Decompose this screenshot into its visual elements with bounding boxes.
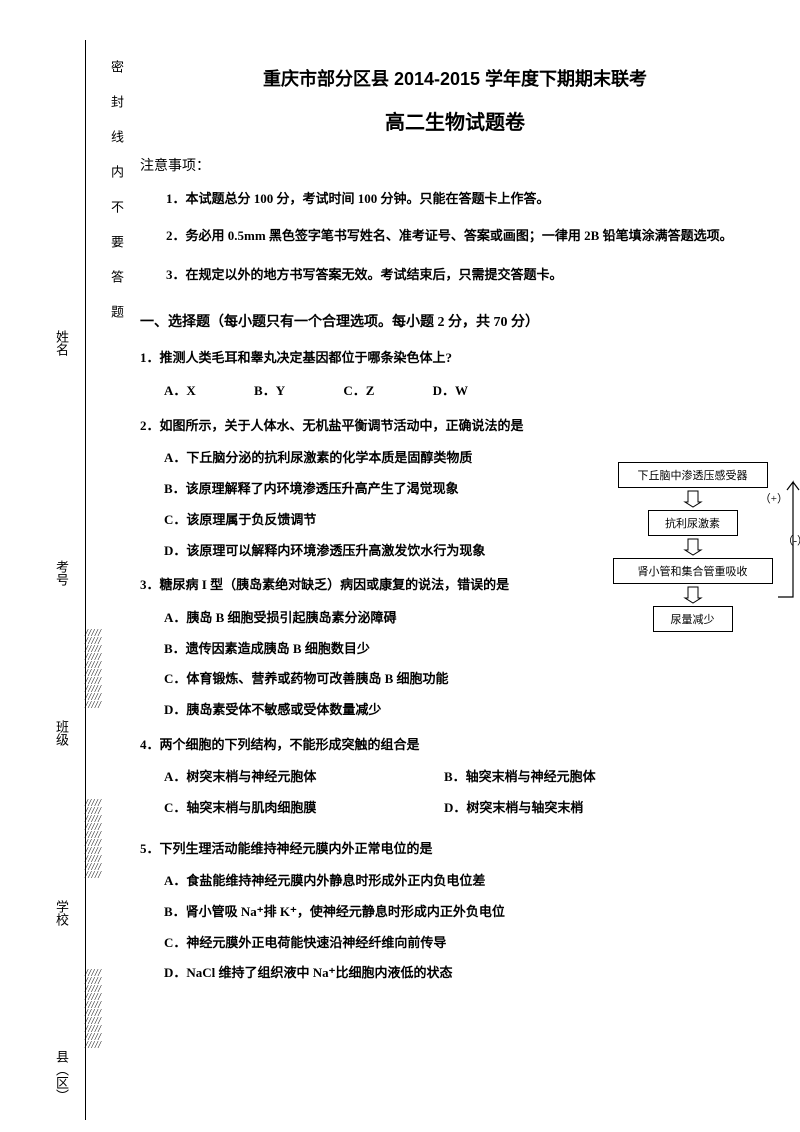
border-line <box>85 40 86 1120</box>
q4-opt-a: A．树突末梢与神经元胞体 <box>164 765 384 790</box>
q1-text: 1．推测人类毛耳和睾丸决定基因都位于哪条染色体上? <box>140 346 770 371</box>
diagram-box-1: 下丘脑中渗透压感受器 <box>618 462 768 488</box>
notice-item-3: 3．在规定以外的地方书写答案无效。考试结束后，只需提交答题卡。 <box>140 263 770 286</box>
exam-title-line2: 高二生物试题卷 <box>140 106 770 135</box>
label-name: 姓名 <box>52 330 71 356</box>
arrow-icon <box>605 586 780 604</box>
label-class: 班级 <box>52 720 71 746</box>
arrow-icon <box>605 490 780 508</box>
exam-title-line1: 重庆市部分区县 2014-2015 学年度下期期末联考 <box>140 65 770 91</box>
diagram-box-4: 尿量减少 <box>653 606 733 632</box>
q4-opt-c: C．轴突末梢与肌肉细胞膜 <box>164 796 384 821</box>
minus-label: （-） <box>782 532 800 548</box>
q5-opt-c: C．神经元膜外正电荷能快速沿神经纤维向前传导 <box>164 931 770 956</box>
q4-opt-d: D．树突末梢与轴突末梢 <box>444 796 583 821</box>
notice-header: 注意事项： <box>140 155 770 175</box>
q3-opt-c: C．体育锻炼、营养或药物可改善胰岛 B 细胞功能 <box>164 667 770 692</box>
hatch-pattern: / / / / // / / / // / / / // / / / // / … <box>85 970 97 1120</box>
q5-opt-b: B．肾小管吸 Na⁺排 K⁺，使神经元静息时形成内正外负电位 <box>164 900 770 925</box>
hatch-pattern: / / / / // / / / // / / / // / / / // / … <box>85 630 97 780</box>
q4-text: 4．两个细胞的下列结构，不能形成突触的组合是 <box>140 733 770 758</box>
q3-opt-b: B．遗传因素造成胰岛 B 细胞数目少 <box>164 637 770 662</box>
q1-opt-c: C．Z <box>343 379 374 404</box>
notice-item-2: 2．务必用 0.5mm 黑色签字笔书写姓名、准考证号、答案或画图；一律用 2B … <box>140 222 770 251</box>
q5-text: 5．下列生理活动能维持神经元膜内外正常电位的是 <box>140 837 770 862</box>
q4-opt-b: B．轴突末梢与神经元胞体 <box>444 765 596 790</box>
hatch-pattern: / / / / // / / / // / / / // / / / // / … <box>85 800 97 950</box>
q5-opt-a: A．食盐能维持神经元膜内外静息时形成外正内负电位差 <box>164 869 770 894</box>
q1-opt-b: B．Y <box>254 379 285 404</box>
q5-opt-d: D．NaCl 维持了组织液中 Na⁺比细胞内液低的状态 <box>164 961 770 986</box>
diagram-box-2: 抗利尿激素 <box>648 510 738 536</box>
q2-text: 2．如图所示，关于人体水、无机盐平衡调节活动中，正确说法的是 <box>140 414 770 439</box>
q3-opt-d: D．胰岛素受体不敏感或受体数量减少 <box>164 698 770 723</box>
q1-opt-a: A．X <box>164 379 196 404</box>
label-examno: 考号 <box>52 560 71 586</box>
label-district: 县（区） <box>52 1050 71 1102</box>
q1-opt-d: D．W <box>433 379 468 404</box>
notice-item-1: 1．本试题总分 100 分，考试时间 100 分钟。只能在答题卡上作答。 <box>140 187 770 210</box>
section-header: 一、选择题（每小题只有一个合理选项。每小题 2 分，共 70 分） <box>140 311 770 331</box>
question-1: 1．推测人类毛耳和睾丸决定基因都位于哪条染色体上? A．X B．Y C．Z D．… <box>140 346 770 403</box>
flowchart-diagram: 下丘脑中渗透压感受器 （+） 抗利尿激素 肾小管和集合管重吸收 尿量减少 （-） <box>605 462 780 632</box>
q5-options: A．食盐能维持神经元膜内外静息时形成外正内负电位差 B．肾小管吸 Na⁺排 K⁺… <box>140 869 770 986</box>
q4-options: A．树突末梢与神经元胞体 B．轴突末梢与神经元胞体 C．轴突末梢与肌肉细胞膜 D… <box>140 765 770 826</box>
q1-options: A．X B．Y C．Z D．W <box>140 379 770 404</box>
arrow-icon <box>605 538 780 556</box>
diagram-box-3: 肾小管和集合管重吸收 <box>613 558 773 584</box>
question-5: 5．下列生理活动能维持神经元膜内外正常电位的是 A．食盐能维持神经元膜内外静息时… <box>140 837 770 986</box>
question-4: 4．两个细胞的下列结构，不能形成突触的组合是 A．树突末梢与神经元胞体 B．轴突… <box>140 733 770 827</box>
exam-sidebar: / / / / // / / / // / / / // / / / // / … <box>0 0 135 1132</box>
label-school: 学校 <box>52 900 71 926</box>
main-content: 重庆市部分区县 2014-2015 学年度下期期末联考 高二生物试题卷 注意事项… <box>140 40 770 996</box>
seal-text: 密封线内不要答题 <box>107 60 126 340</box>
